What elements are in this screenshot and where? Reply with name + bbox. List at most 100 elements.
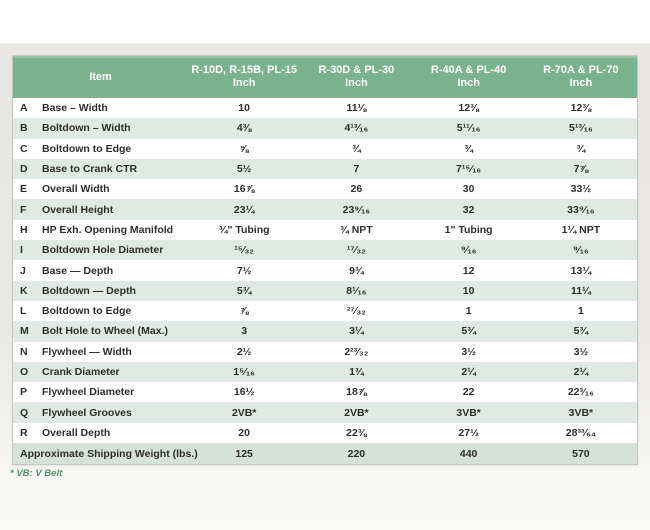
item-cell: D Base to Crank CTR bbox=[13, 159, 188, 179]
shipping-weight-value: 125 bbox=[235, 447, 253, 460]
row-value: ¹⁷⁄₃₂ bbox=[346, 244, 366, 257]
row-value: 22³⁄₁₆ bbox=[567, 386, 594, 399]
item-cell: C Boltdown to Edge bbox=[13, 139, 188, 159]
item-cell: P Flywheel Diameter bbox=[13, 382, 188, 402]
row-item-label: Flywheel Grooves bbox=[42, 406, 132, 419]
header-col-models: R-40A & PL-40 bbox=[430, 64, 507, 76]
shipping-weight-value: 440 bbox=[459, 447, 478, 460]
row-letter: O bbox=[20, 366, 29, 378]
row-value: 4¹³⁄₁₆ bbox=[344, 122, 369, 135]
item-cell: L Boltdown to Edge bbox=[13, 301, 188, 321]
row-item-label: Flywheel — Width bbox=[42, 345, 132, 358]
header-col-unit: Inch bbox=[457, 77, 480, 89]
row-value: 26 bbox=[350, 183, 363, 196]
header-col-r30d: R-30D & PL-30 Inch bbox=[300, 64, 412, 90]
row-value: 7¹⁵⁄₁₆ bbox=[456, 163, 482, 176]
shipping-weight-value: 220 bbox=[347, 447, 366, 460]
row-letter: C bbox=[20, 142, 28, 155]
table-row: I Boltdown Hole Diameter ¹⁵⁄₃₂ ¹⁷⁄₃₂ ⁹⁄₁… bbox=[13, 240, 637, 261]
row-value: 5¾ bbox=[573, 325, 589, 338]
row-value: ⁹⁄₁₆ bbox=[460, 244, 477, 257]
table-row: H HP Exh. Opening Manifold ¾" Tubing ¾ N… bbox=[13, 219, 637, 241]
row-value: ²⁷⁄₃₂ bbox=[346, 305, 366, 318]
table-header-row: Item R-10D, R-15B, PL-15 Inch R-30D & PL… bbox=[13, 56, 637, 98]
row-value: 3 bbox=[241, 325, 248, 338]
table-row: J Base — Depth 7½ 9¾ 12 13¼ bbox=[13, 260, 637, 281]
header-item-label: Item bbox=[89, 70, 112, 83]
row-value: 4⅜ bbox=[236, 122, 252, 135]
row-value: 12⅜ bbox=[570, 102, 592, 115]
row-value: 5¾ bbox=[236, 284, 252, 297]
spec-table: Item R-10D, R-15B, PL-15 Inch R-30D & PL… bbox=[12, 55, 638, 466]
row-letter: K bbox=[20, 284, 28, 297]
row-value: 1¼ NPT bbox=[561, 223, 601, 236]
row-value: 12⅜ bbox=[458, 102, 479, 115]
table-row: M Bolt Hole to Wheel (Max.) 3 3¼ 5¾ 5¾ bbox=[13, 321, 637, 342]
item-cell: A Base – Width bbox=[13, 98, 188, 118]
table-row: C Boltdown to Edge ⅝ ¾ ¾ ¾ bbox=[13, 138, 637, 159]
row-value: 9¾ bbox=[349, 264, 364, 277]
row-item-label: Overall Depth bbox=[42, 426, 111, 439]
item-cell: B Boltdown – Width bbox=[13, 118, 188, 138]
item-cell: J Base — Depth bbox=[13, 260, 188, 280]
row-value: 2¼ bbox=[573, 366, 589, 378]
row-value: 22 bbox=[462, 386, 475, 399]
row-value: 23¼ bbox=[233, 203, 255, 216]
row-value: 1¾ bbox=[349, 366, 364, 378]
header-col-r70a: R-70A & PL-70 Inch bbox=[525, 64, 637, 90]
row-letter: R bbox=[20, 426, 28, 439]
item-cell: R Overall Depth bbox=[13, 423, 188, 443]
shipping-weight-row: Approximate Shipping Weight (lbs.) 125 2… bbox=[13, 443, 637, 465]
header-col-models: R-10D, R-15B, PL-15 bbox=[191, 64, 297, 76]
table-row: A Base – Width 10 11⅛ 12⅜ 12⅜ bbox=[13, 98, 637, 119]
table-row: R Overall Depth 20 22⅜ 27½ 28³³⁄₆₄ bbox=[13, 422, 637, 444]
row-value: 28³³⁄₆₄ bbox=[565, 426, 596, 439]
row-value: 3VB* bbox=[568, 406, 594, 419]
row-value: 10 bbox=[462, 284, 475, 297]
header-col-r40a: R-40A & PL-40 Inch bbox=[413, 64, 525, 90]
header-col-unit: Inch bbox=[345, 77, 368, 89]
table-row: E Overall Width 16⅞ 26 30 33½ bbox=[13, 179, 637, 200]
row-item-label: Boltdown — Depth bbox=[42, 284, 136, 297]
row-value: 1⁵⁄₁₆ bbox=[233, 366, 255, 378]
row-value: 16⅞ bbox=[233, 183, 255, 196]
row-value: ⅝ bbox=[239, 142, 249, 155]
row-value: 32 bbox=[462, 203, 475, 216]
row-value: 11¼ bbox=[570, 284, 591, 297]
table-row: B Boltdown – Width 4⅜ 4¹³⁄₁₆ 5¹¹⁄₁₆ 5¹³⁄… bbox=[13, 118, 637, 139]
row-item-label: Boltdown to Edge bbox=[42, 142, 132, 155]
shipping-weight-value: 570 bbox=[572, 447, 590, 460]
row-item-label: Base — Depth bbox=[42, 264, 114, 277]
item-cell: Q Flywheel Grooves bbox=[13, 402, 188, 422]
row-letter: N bbox=[20, 345, 28, 358]
row-letter: P bbox=[20, 386, 28, 399]
row-letter: A bbox=[20, 102, 28, 115]
table-row: P Flywheel Diameter 16½ 18⅞ 22 22³⁄₁₆ bbox=[13, 382, 637, 403]
table-row: L Boltdown to Edge ⅞ ²⁷⁄₃₂ 1 1 bbox=[13, 300, 637, 322]
row-item-label: Flywheel Diameter bbox=[42, 386, 135, 399]
row-letter: I bbox=[20, 244, 23, 257]
row-letter: L bbox=[20, 305, 27, 318]
row-value: 16½ bbox=[233, 386, 255, 399]
row-item-label: Boltdown Hole Diameter bbox=[42, 244, 164, 257]
header-col-models: R-70A & PL-70 bbox=[543, 64, 619, 76]
row-letter: F bbox=[20, 203, 27, 216]
row-value: 5¾ bbox=[461, 325, 476, 338]
row-value: 5½ bbox=[236, 163, 252, 176]
item-cell: H HP Exh. Opening Manifold bbox=[13, 220, 188, 240]
row-value: 33⁹⁄₁₆ bbox=[567, 203, 595, 216]
row-value: 3¼ bbox=[349, 325, 364, 338]
row-value: 18⅞ bbox=[346, 386, 367, 399]
row-value: 33½ bbox=[570, 183, 592, 196]
row-letter: Q bbox=[20, 406, 29, 419]
table-row: D Base to Crank CTR 5½ 7 7¹⁵⁄₁₆ 7⅞ bbox=[13, 158, 637, 180]
row-letter: E bbox=[20, 183, 28, 196]
row-value: ¹⁵⁄₃₂ bbox=[234, 244, 254, 257]
shipping-weight-label: Approximate Shipping Weight (lbs.) bbox=[20, 447, 198, 460]
row-value: 1" Tubing bbox=[444, 223, 493, 236]
row-value: 7½ bbox=[236, 264, 252, 277]
header-col-unit: Inch bbox=[232, 77, 256, 89]
row-letter: B bbox=[20, 122, 28, 135]
row-value: 12 bbox=[462, 264, 475, 277]
